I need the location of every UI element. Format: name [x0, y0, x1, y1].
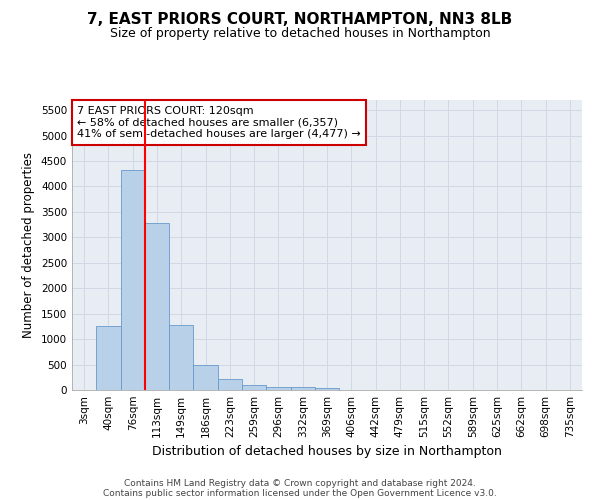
Text: 7 EAST PRIORS COURT: 120sqm
← 58% of detached houses are smaller (6,357)
41% of : 7 EAST PRIORS COURT: 120sqm ← 58% of det…: [77, 106, 361, 139]
Text: Size of property relative to detached houses in Northampton: Size of property relative to detached ho…: [110, 28, 490, 40]
Bar: [193, 366, 218, 390]
Text: 7, EAST PRIORS COURT, NORTHAMPTON, NN3 8LB: 7, EAST PRIORS COURT, NORTHAMPTON, NN3 8…: [88, 12, 512, 28]
Text: Contains HM Land Registry data © Crown copyright and database right 2024.: Contains HM Land Registry data © Crown c…: [124, 478, 476, 488]
Bar: [145, 222, 169, 390]
Bar: [96, 326, 121, 390]
Y-axis label: Number of detached properties: Number of detached properties: [22, 152, 35, 338]
Bar: [290, 388, 315, 390]
Bar: [169, 325, 193, 390]
X-axis label: Distribution of detached houses by size in Northampton: Distribution of detached houses by size …: [152, 446, 502, 458]
Bar: [218, 379, 242, 390]
Bar: [315, 388, 339, 390]
Bar: [121, 170, 145, 390]
Bar: [266, 386, 290, 390]
Text: Contains public sector information licensed under the Open Government Licence v3: Contains public sector information licen…: [103, 488, 497, 498]
Bar: [242, 386, 266, 390]
